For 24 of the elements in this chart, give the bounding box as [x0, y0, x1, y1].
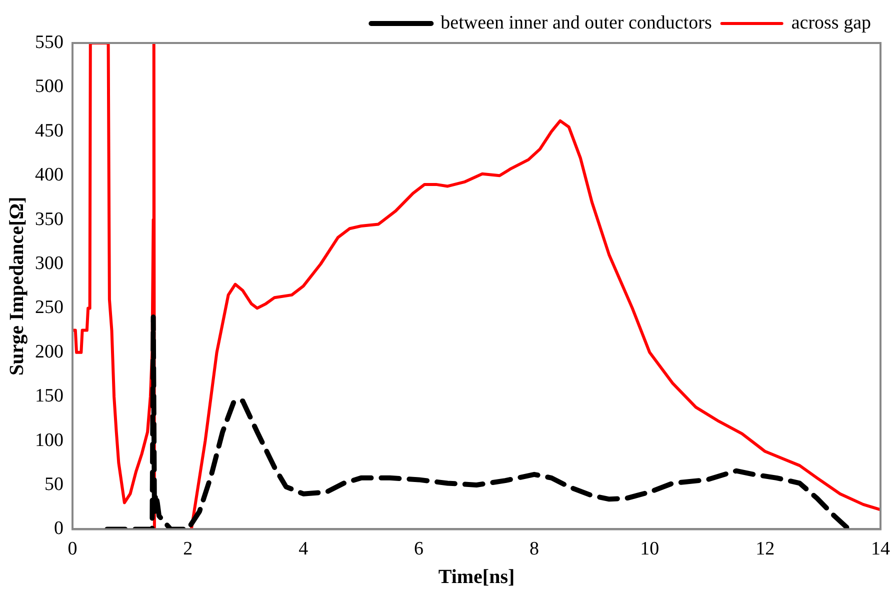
y-tick-label: 550 — [35, 32, 64, 53]
x-tick-label: 14 — [871, 538, 890, 560]
y-tick-label: 250 — [35, 297, 64, 318]
x-tick-label: 8 — [529, 538, 539, 560]
y-tick-label: 50 — [44, 474, 64, 495]
x-tick-label: 6 — [414, 538, 424, 560]
y-tick-label: 500 — [35, 76, 64, 98]
x-tick-label: 10 — [640, 538, 660, 560]
x-tick-label: 4 — [298, 538, 309, 560]
y-tick-label: 350 — [35, 208, 64, 230]
x-tick-label: 2 — [183, 538, 193, 560]
x-axis-title: Time[ns] — [438, 566, 515, 588]
y-tick-label: 400 — [35, 164, 64, 186]
y-tick-label: 100 — [35, 430, 64, 451]
y-tick-label: 300 — [35, 252, 64, 274]
y-axis-title: Surge Impedance[Ω] — [6, 196, 28, 376]
y-tick-label: 150 — [35, 386, 64, 407]
y-tick-label: 200 — [35, 341, 64, 362]
legend-label: between inner and outer conductors — [440, 12, 712, 34]
legend-label: across gap — [791, 12, 872, 34]
y-tick-label: 0 — [54, 518, 64, 540]
y-tick-label: 450 — [35, 120, 64, 142]
x-tick-label: 12 — [756, 538, 775, 560]
x-tick-label: 0 — [68, 538, 78, 560]
